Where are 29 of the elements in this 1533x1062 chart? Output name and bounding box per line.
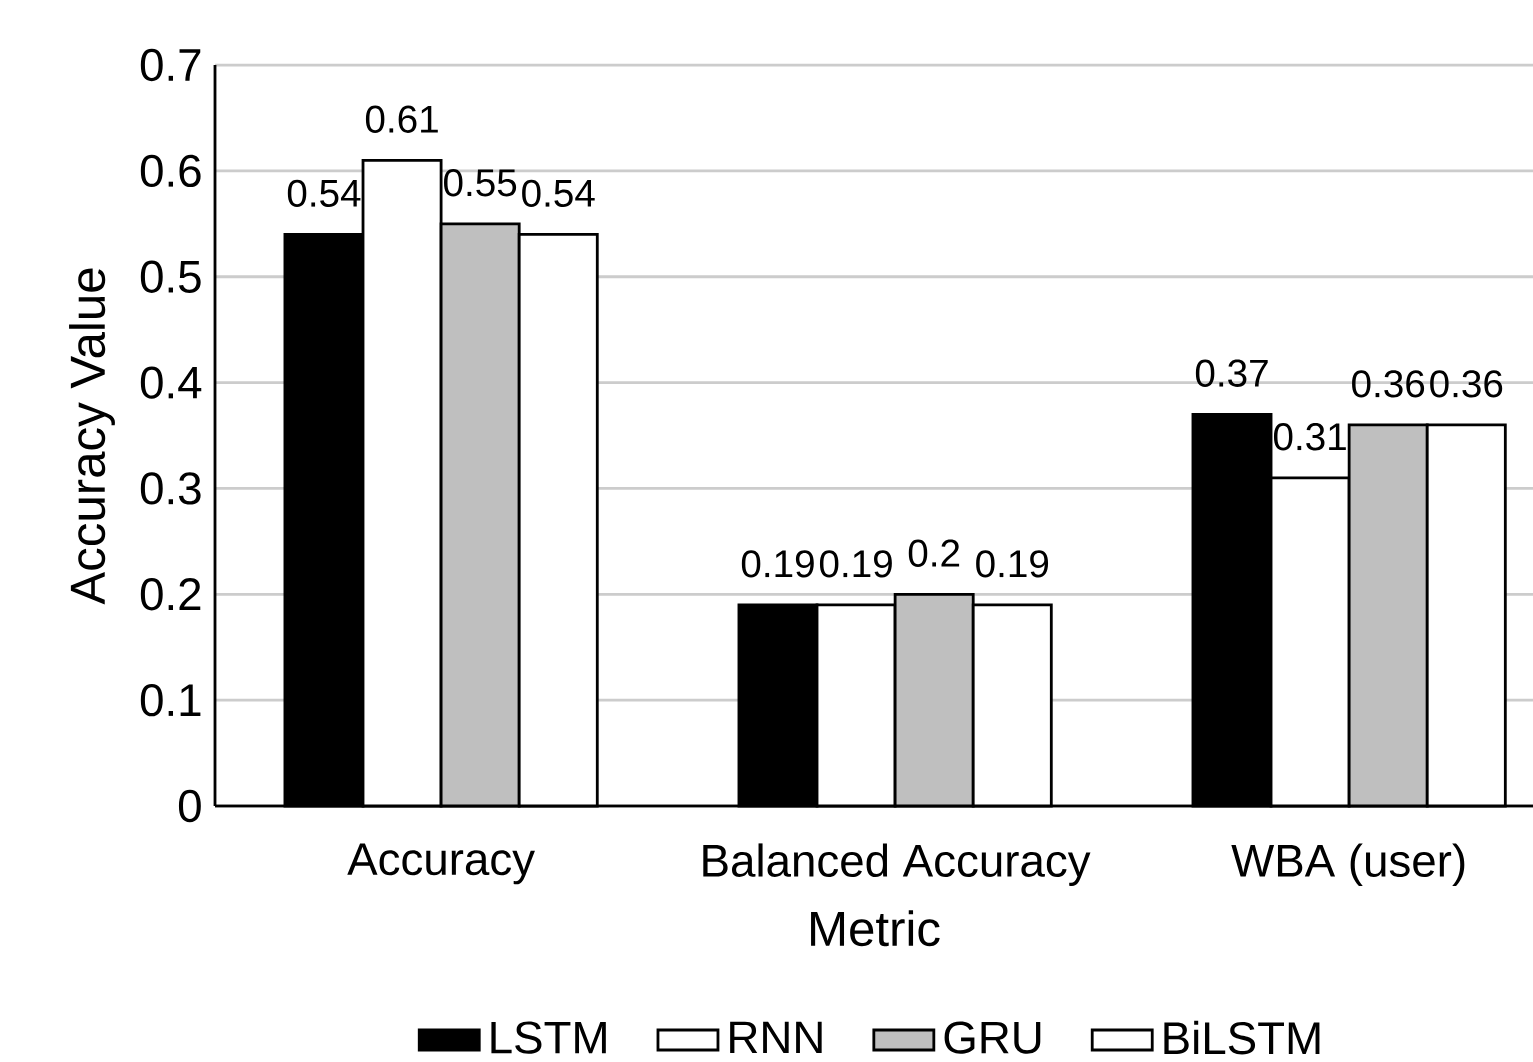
x-tick-label: WBA (user)	[1231, 843, 1465, 886]
y-tick-label: 0.4	[140, 366, 202, 399]
legend-label: GRU	[944, 1021, 1041, 1054]
data-label: 0.36	[1352, 370, 1425, 398]
y-tick-label: 0.7	[140, 48, 201, 82]
legend-label: LSTM	[491, 1021, 606, 1054]
data-label: 0.54	[287, 179, 361, 207]
data-label: 0.19	[976, 550, 1049, 578]
legend-label: RNN	[730, 1021, 822, 1054]
data-label: 0.2	[908, 539, 960, 567]
data-label: 0.54	[522, 179, 595, 207]
data-label: 0.19	[819, 550, 892, 578]
y-tick-label: 0.5	[140, 260, 201, 293]
y-tick-label: 0.1	[140, 683, 201, 717]
x-tick-label: Balanced Accuracy	[703, 843, 1091, 886]
data-label: 0.37	[1195, 359, 1268, 387]
data-label: 0.36	[1430, 370, 1503, 398]
x-axis-title: Metric	[811, 910, 940, 947]
data-label: 0.19	[741, 550, 814, 578]
data-label: 0.31	[1273, 423, 1346, 451]
y-tick-label: 0.3	[140, 472, 201, 505]
data-label: 0.61	[365, 105, 438, 133]
y-tick-label: 0	[178, 789, 201, 823]
data-label: 0.55	[444, 169, 517, 197]
y-tick-label: 0.6	[140, 154, 201, 188]
x-tick-label: Accuracy	[347, 843, 535, 885]
y-axis-title: Accuracy Value	[69, 268, 115, 605]
legend-label: BiLSTM	[1164, 1020, 1320, 1055]
y-tick-label: 0.2	[140, 578, 201, 611]
